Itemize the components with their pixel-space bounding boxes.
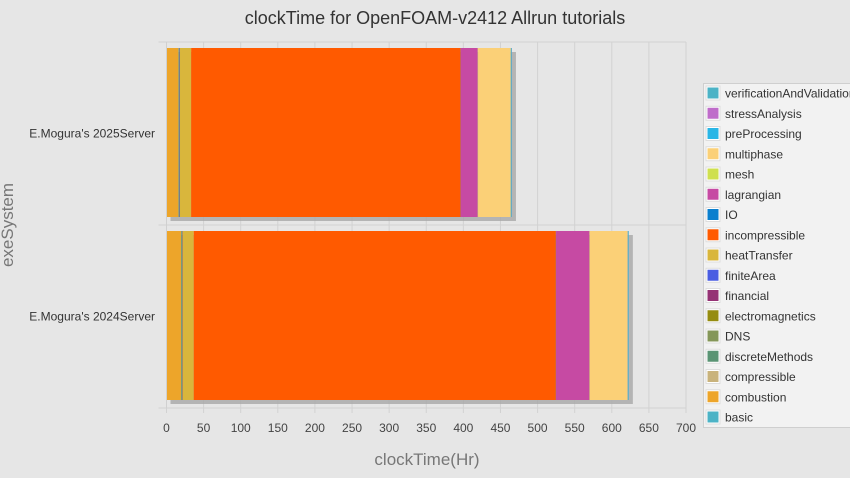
bar-segment-lagrangian[interactable] xyxy=(556,231,590,400)
legend-item-label[interactable]: basic xyxy=(725,411,753,425)
x-tick-label: 250 xyxy=(342,421,362,435)
bar-segment-incompressible[interactable] xyxy=(193,231,556,400)
bar-segment-multiphase[interactable] xyxy=(478,48,511,217)
legend-swatch-financial xyxy=(707,290,719,301)
bars xyxy=(166,48,633,404)
legend-swatch-stressAnalysis xyxy=(707,107,719,119)
bar-segment-combustion[interactable] xyxy=(166,48,179,217)
x-tick-label: 500 xyxy=(528,421,548,435)
x-tick-label: 300 xyxy=(379,421,399,435)
x-tick-label: 650 xyxy=(639,421,659,435)
legend-item-label[interactable]: discreteMethods xyxy=(725,350,813,364)
bar-segment-combustion[interactable] xyxy=(166,231,181,400)
legend-item-label[interactable]: financial xyxy=(725,289,769,303)
x-tick-label: 0 xyxy=(163,421,170,435)
x-tick-label: 400 xyxy=(453,421,473,435)
legend-swatch-incompressible xyxy=(707,229,719,241)
legend-item-label[interactable]: DNS xyxy=(725,330,750,344)
bar-segment-discreteMethods[interactable] xyxy=(178,48,180,217)
x-tick-label: 450 xyxy=(490,421,510,435)
legend-swatch-electromagnetics xyxy=(707,310,719,322)
legend-item-label[interactable]: incompressible xyxy=(725,228,805,242)
x-tick-label: 550 xyxy=(565,421,585,435)
y-axis-label: exeSystem xyxy=(0,183,17,267)
legend-item-label[interactable]: preProcessing xyxy=(725,127,802,141)
legend-item-label[interactable]: stressAnalysis xyxy=(725,107,802,121)
legend-item-label[interactable]: combustion xyxy=(725,390,786,404)
bar-segment-verificationAndValidation[interactable] xyxy=(628,231,629,400)
bar-segment-heatTransfer[interactable] xyxy=(182,231,194,400)
x-tick-label: 200 xyxy=(305,421,325,435)
y-tick-label: E.Mogura's 2024Server xyxy=(29,310,155,324)
chart-title: clockTime for OpenFOAM-v2412 Allrun tuto… xyxy=(245,8,625,28)
legend-item-label[interactable]: IO xyxy=(725,208,738,222)
legend-swatch-discreteMethods xyxy=(707,350,719,362)
legend-swatch-combustion xyxy=(707,391,719,403)
legend-box xyxy=(703,83,850,428)
legend-item-label[interactable]: mesh xyxy=(725,168,754,182)
legend-swatch-multiphase xyxy=(707,148,719,160)
legend[interactable]: verificationAndValidation stressAnalysis p… xyxy=(703,83,850,428)
legend-item-label[interactable]: verificationAndValidation xyxy=(725,87,850,101)
legend-item-label[interactable]: electromagnetics xyxy=(725,309,816,323)
legend-swatch-mesh xyxy=(707,168,719,180)
x-tick-label: 700 xyxy=(676,421,696,435)
axes: 0 50 100 150 200 250 300 350 400 450 500 550 600 650 7… xyxy=(29,42,696,435)
y-tick-label: E.Mogura's 2025Server xyxy=(29,127,155,141)
legend-item-label[interactable]: compressible xyxy=(725,370,796,384)
legend-swatch-finiteArea xyxy=(707,269,719,281)
bar-segment-heatTransfer[interactable] xyxy=(180,48,192,217)
x-tick-label: 150 xyxy=(268,421,288,435)
bar-segment-verificationAndValidation[interactable] xyxy=(511,48,512,217)
bar-segment-incompressible[interactable] xyxy=(191,48,461,217)
legend-item-label[interactable]: finiteArea xyxy=(725,269,776,283)
legend-item-label[interactable]: lagrangian xyxy=(725,188,781,202)
legend-swatch-verificationAndValidation xyxy=(707,87,719,99)
x-tick-label: 100 xyxy=(231,421,251,435)
legend-swatch-lagrangian xyxy=(707,188,719,200)
x-tick-label: 600 xyxy=(602,421,622,435)
bar-segment-lagrangian[interactable] xyxy=(460,48,478,217)
legend-swatch-IO xyxy=(707,209,719,220)
legend-item-label[interactable]: heatTransfer xyxy=(725,249,793,263)
legend-item-label[interactable]: multiphase xyxy=(725,147,783,161)
bar-segment-discreteMethods[interactable] xyxy=(181,231,182,400)
legend-swatch-basic xyxy=(707,411,719,423)
legend-swatch-preProcessing xyxy=(707,128,719,139)
x-tick-label: 350 xyxy=(416,421,436,435)
legend-swatch-DNS xyxy=(707,330,719,342)
legend-swatch-compressible xyxy=(707,371,719,382)
x-tick-label: 50 xyxy=(197,421,211,435)
bar-segment-multiphase[interactable] xyxy=(589,231,628,400)
legend-swatch-heatTransfer xyxy=(707,249,719,261)
x-axis-label: clockTime(Hr) xyxy=(374,450,479,469)
